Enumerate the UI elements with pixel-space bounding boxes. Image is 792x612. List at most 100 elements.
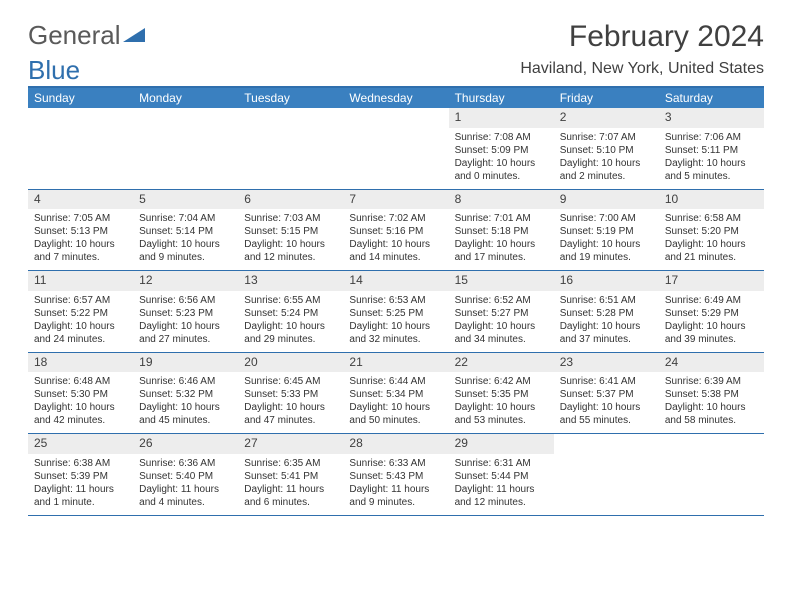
day-details: Sunrise: 6:31 AMSunset: 5:44 PMDaylight:… [449,454,554,515]
sunrise-line: Sunrise: 7:07 AM [560,131,653,144]
sunset-line: Sunset: 5:33 PM [244,388,337,401]
daylight-line: Daylight: 10 hours and 58 minutes. [665,401,758,427]
day-cell: 14Sunrise: 6:53 AMSunset: 5:25 PMDayligh… [343,271,448,352]
day-header: Thursday [449,88,554,108]
sunrise-line: Sunrise: 6:57 AM [34,294,127,307]
sunset-line: Sunset: 5:24 PM [244,307,337,320]
day-details: Sunrise: 6:56 AMSunset: 5:23 PMDaylight:… [133,291,238,352]
sunset-line: Sunset: 5:15 PM [244,225,337,238]
week-row: 25Sunrise: 6:38 AMSunset: 5:39 PMDayligh… [28,434,764,516]
day-cell: 8Sunrise: 7:01 AMSunset: 5:18 PMDaylight… [449,190,554,271]
sunset-line: Sunset: 5:13 PM [34,225,127,238]
day-details: Sunrise: 6:42 AMSunset: 5:35 PMDaylight:… [449,372,554,433]
sunset-line: Sunset: 5:41 PM [244,470,337,483]
sunrise-line: Sunrise: 6:49 AM [665,294,758,307]
sunset-line: Sunset: 5:44 PM [455,470,548,483]
day-cell: 16Sunrise: 6:51 AMSunset: 5:28 PMDayligh… [554,271,659,352]
day-header: Sunday [28,88,133,108]
day-details: Sunrise: 7:03 AMSunset: 5:15 PMDaylight:… [238,209,343,270]
daylight-line: Daylight: 10 hours and 45 minutes. [139,401,232,427]
day-cell: 9Sunrise: 7:00 AMSunset: 5:19 PMDaylight… [554,190,659,271]
daylight-line: Daylight: 10 hours and 29 minutes. [244,320,337,346]
sunset-line: Sunset: 5:10 PM [560,144,653,157]
day-details: Sunrise: 6:38 AMSunset: 5:39 PMDaylight:… [28,454,133,515]
date-number: 7 [343,190,448,210]
date-number: 21 [343,353,448,373]
sunset-line: Sunset: 5:11 PM [665,144,758,157]
sunset-line: Sunset: 5:34 PM [349,388,442,401]
sunset-line: Sunset: 5:28 PM [560,307,653,320]
title-block: February 2024 [569,20,764,54]
day-cell: 23Sunrise: 6:41 AMSunset: 5:37 PMDayligh… [554,353,659,434]
daylight-line: Daylight: 10 hours and 55 minutes. [560,401,653,427]
day-cell: 19Sunrise: 6:46 AMSunset: 5:32 PMDayligh… [133,353,238,434]
sunrise-line: Sunrise: 6:33 AM [349,457,442,470]
calendar: SundayMondayTuesdayWednesdayThursdayFrid… [28,86,764,516]
day-cell: 27Sunrise: 6:35 AMSunset: 5:41 PMDayligh… [238,434,343,515]
date-number: 17 [659,271,764,291]
sunset-line: Sunset: 5:23 PM [139,307,232,320]
day-details: Sunrise: 7:02 AMSunset: 5:16 PMDaylight:… [343,209,448,270]
day-header: Tuesday [238,88,343,108]
daylight-line: Daylight: 10 hours and 9 minutes. [139,238,232,264]
logo-text-gray: General [28,20,121,51]
day-cell: 10Sunrise: 6:58 AMSunset: 5:20 PMDayligh… [659,190,764,271]
day-details: Sunrise: 6:45 AMSunset: 5:33 PMDaylight:… [238,372,343,433]
day-details: Sunrise: 6:53 AMSunset: 5:25 PMDaylight:… [343,291,448,352]
sunrise-line: Sunrise: 7:05 AM [34,212,127,225]
day-header: Wednesday [343,88,448,108]
week-row: 18Sunrise: 6:48 AMSunset: 5:30 PMDayligh… [28,353,764,435]
day-cell: 26Sunrise: 6:36 AMSunset: 5:40 PMDayligh… [133,434,238,515]
logo: General [28,20,147,51]
empty-cell [554,434,659,515]
sunrise-line: Sunrise: 6:45 AM [244,375,337,388]
daylight-line: Daylight: 10 hours and 5 minutes. [665,157,758,183]
sunrise-line: Sunrise: 6:44 AM [349,375,442,388]
sunset-line: Sunset: 5:20 PM [665,225,758,238]
day-cell: 2Sunrise: 7:07 AMSunset: 5:10 PMDaylight… [554,108,659,189]
sunset-line: Sunset: 5:25 PM [349,307,442,320]
date-number: 15 [449,271,554,291]
daylight-line: Daylight: 10 hours and 7 minutes. [34,238,127,264]
day-cell: 28Sunrise: 6:33 AMSunset: 5:43 PMDayligh… [343,434,448,515]
empty-cell [343,108,448,189]
daylight-line: Daylight: 10 hours and 17 minutes. [455,238,548,264]
day-details: Sunrise: 6:52 AMSunset: 5:27 PMDaylight:… [449,291,554,352]
sunset-line: Sunset: 5:14 PM [139,225,232,238]
day-details: Sunrise: 6:33 AMSunset: 5:43 PMDaylight:… [343,454,448,515]
date-number: 5 [133,190,238,210]
daylight-line: Daylight: 10 hours and 12 minutes. [244,238,337,264]
sunrise-line: Sunrise: 6:41 AM [560,375,653,388]
logo-triangle-icon [123,20,145,51]
empty-cell [238,108,343,189]
sunset-line: Sunset: 5:43 PM [349,470,442,483]
daylight-line: Daylight: 11 hours and 6 minutes. [244,483,337,509]
date-number: 6 [238,190,343,210]
week-row: 1Sunrise: 7:08 AMSunset: 5:09 PMDaylight… [28,108,764,190]
sunrise-line: Sunrise: 6:38 AM [34,457,127,470]
sunset-line: Sunset: 5:16 PM [349,225,442,238]
day-cell: 15Sunrise: 6:52 AMSunset: 5:27 PMDayligh… [449,271,554,352]
day-cell: 17Sunrise: 6:49 AMSunset: 5:29 PMDayligh… [659,271,764,352]
sunset-line: Sunset: 5:09 PM [455,144,548,157]
sunrise-line: Sunrise: 7:03 AM [244,212,337,225]
date-number: 2 [554,108,659,128]
sunset-line: Sunset: 5:30 PM [34,388,127,401]
week-row: 4Sunrise: 7:05 AMSunset: 5:13 PMDaylight… [28,190,764,272]
daylight-line: Daylight: 10 hours and 27 minutes. [139,320,232,346]
sunrise-line: Sunrise: 7:01 AM [455,212,548,225]
day-details: Sunrise: 6:48 AMSunset: 5:30 PMDaylight:… [28,372,133,433]
sunrise-line: Sunrise: 6:58 AM [665,212,758,225]
date-number: 9 [554,190,659,210]
daylight-line: Daylight: 10 hours and 19 minutes. [560,238,653,264]
daylight-line: Daylight: 10 hours and 39 minutes. [665,320,758,346]
day-details: Sunrise: 6:55 AMSunset: 5:24 PMDaylight:… [238,291,343,352]
sunset-line: Sunset: 5:38 PM [665,388,758,401]
logo-text-blue: Blue [28,55,80,86]
day-details: Sunrise: 6:41 AMSunset: 5:37 PMDaylight:… [554,372,659,433]
month-title: February 2024 [569,20,764,54]
location: Haviland, New York, United States [520,60,764,78]
day-cell: 6Sunrise: 7:03 AMSunset: 5:15 PMDaylight… [238,190,343,271]
day-details: Sunrise: 6:39 AMSunset: 5:38 PMDaylight:… [659,372,764,433]
daylight-line: Daylight: 10 hours and 24 minutes. [34,320,127,346]
